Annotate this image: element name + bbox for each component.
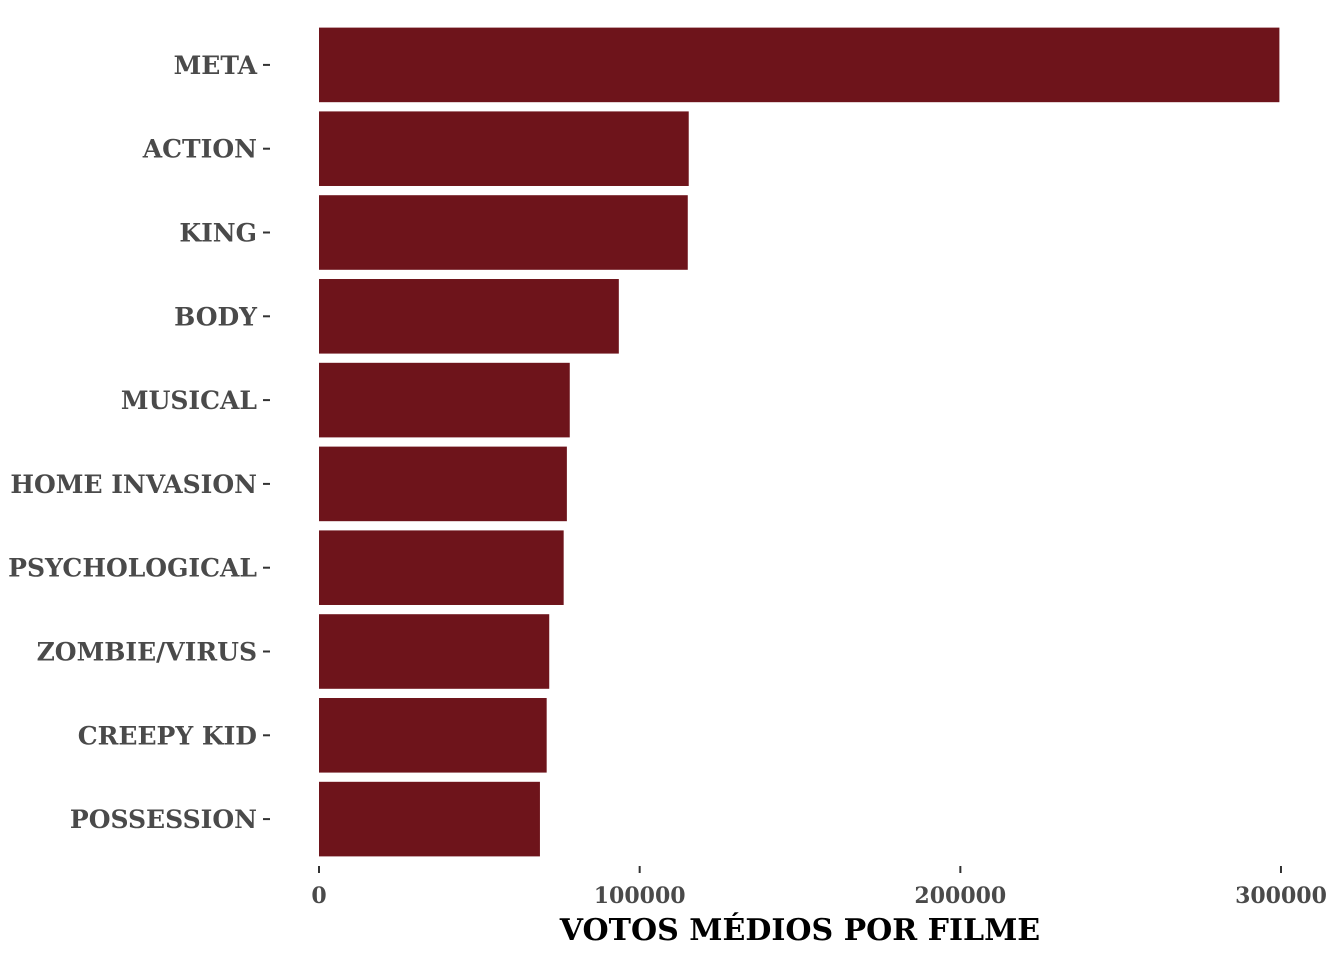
x-tick-label-0: 0 — [311, 883, 326, 909]
bar-possession — [319, 781, 540, 857]
x-tick-label-200000: 200000 — [914, 883, 1006, 909]
y-tick-label-musical: MUSICAL — [121, 386, 258, 415]
y-tick-label-home-invasion: HOME INVASION — [10, 470, 257, 499]
y-tick-label-zombie-virus: ZOMBIE/VIRUS — [37, 638, 257, 667]
bar-body — [319, 279, 619, 354]
x-tick-label-300000: 300000 — [1235, 883, 1327, 909]
y-tick-label-body: BODY — [174, 302, 258, 331]
y-tick-label-creepy-kid: CREEPY KID — [78, 721, 257, 750]
bars-group — [319, 27, 1280, 857]
bar-zombie-virus — [319, 614, 550, 689]
x-axis-title: VOTOS MÉDIOS POR FILME — [559, 912, 1040, 948]
bar-king — [319, 195, 688, 270]
bar-creepy-kid — [319, 698, 547, 773]
bar-meta — [319, 27, 1280, 103]
x-axis: 0 100000 200000 300000 — [311, 866, 1327, 909]
x-tick-label-100000: 100000 — [594, 883, 686, 909]
y-tick-label-psychological: PSYCHOLOGICAL — [8, 554, 257, 583]
bar-psychological — [319, 530, 564, 605]
y-tick-label-meta: META — [174, 51, 258, 80]
bar-home-invasion — [319, 446, 567, 522]
y-tick-label-possession: POSSESSION — [70, 805, 257, 834]
y-tick-label-king: KING — [179, 219, 257, 248]
y-axis: META ACTION KING BODY MUSICAL HOME INVASION PS… — [8, 51, 270, 834]
y-tick-label-action: ACTION — [142, 135, 257, 164]
bar-musical — [319, 362, 570, 438]
bar-action — [319, 111, 689, 186]
